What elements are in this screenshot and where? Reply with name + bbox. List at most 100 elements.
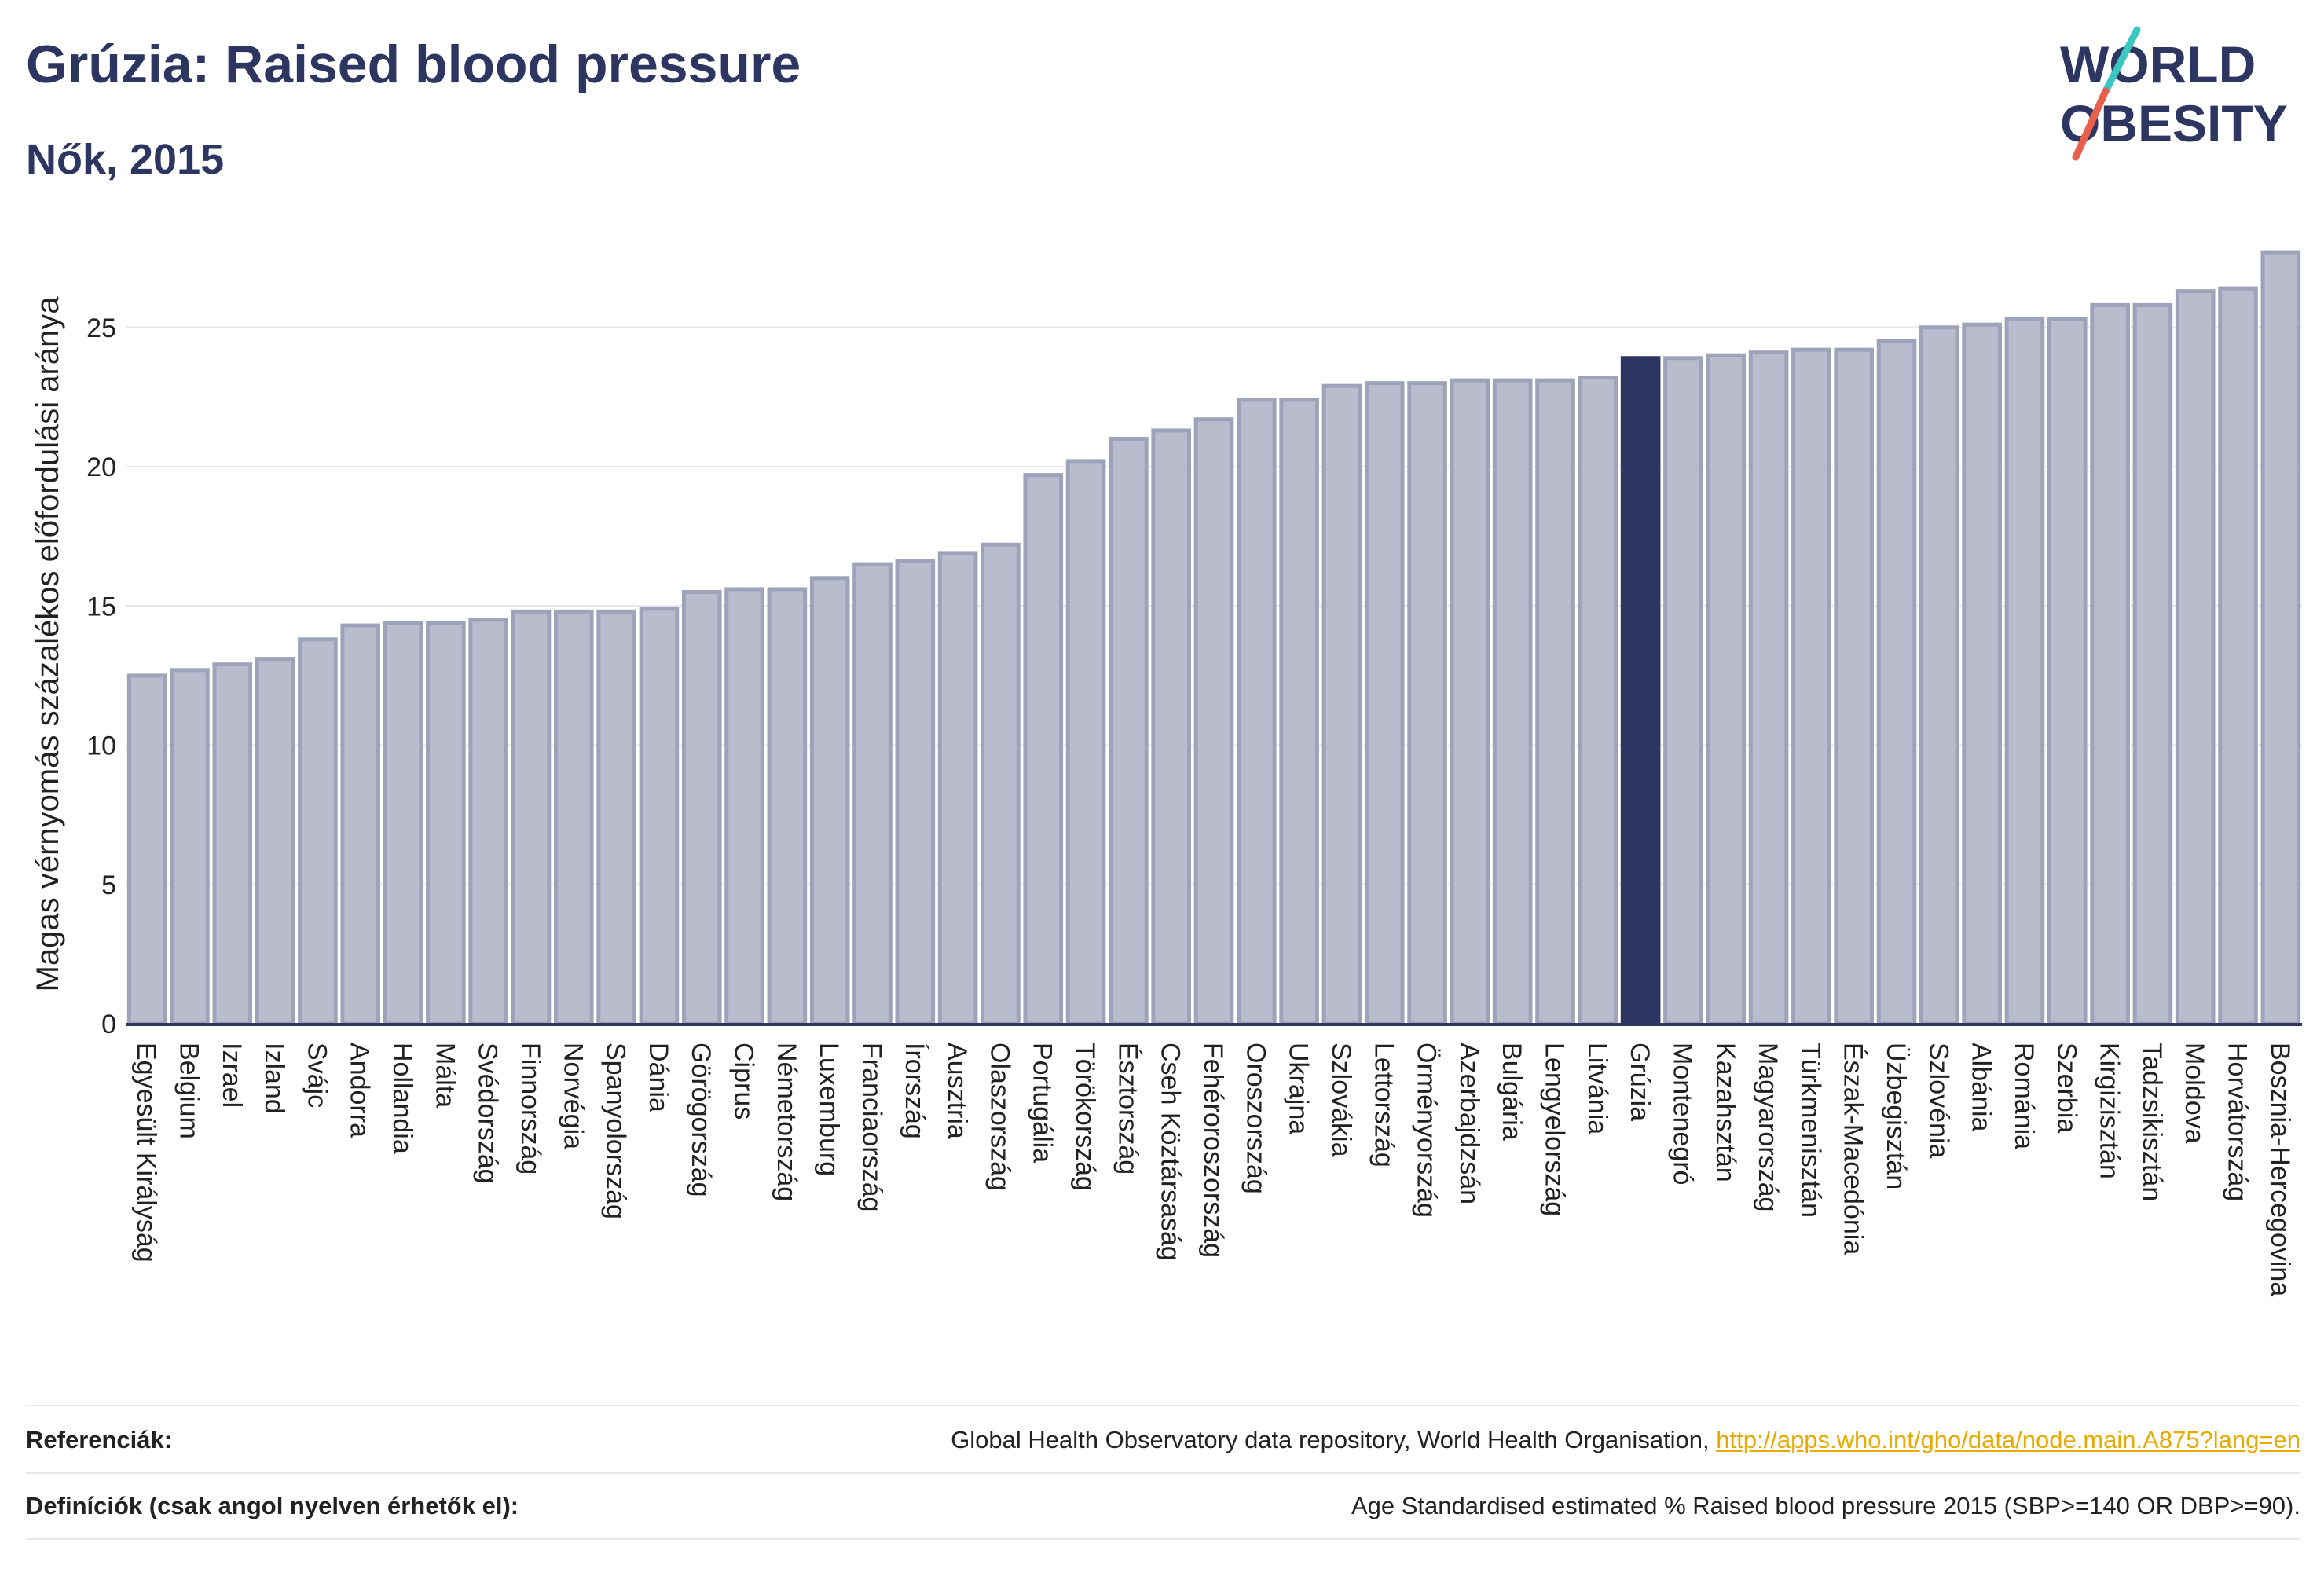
bar-bulgária[interactable]	[1492, 378, 1533, 1026]
bar-izrael[interactable]	[212, 662, 253, 1026]
x-tick-label: Törökország	[1070, 1043, 1100, 1191]
x-tick-label: Magyarország	[1753, 1043, 1783, 1211]
bar-horvátország[interactable]	[2218, 286, 2258, 1026]
bar-tadzsikisztán[interactable]	[2132, 302, 2173, 1026]
bar-izland[interactable]	[255, 657, 295, 1026]
bar-ukrajna[interactable]	[1279, 398, 1319, 1026]
references-value: Global Health Observatory data repositor…	[951, 1426, 2300, 1454]
x-tick-label: Kirgizisztán	[2095, 1043, 2124, 1179]
x-tick-label: Szerbia	[2051, 1043, 2081, 1133]
divider-top	[26, 1405, 2300, 1406]
x-tick-label: Norvégia	[558, 1043, 588, 1149]
bar-svédország[interactable]	[468, 618, 508, 1026]
bar-bosznia-hercegovina[interactable]	[2260, 250, 2301, 1026]
x-tick-label: Szlovénia	[1923, 1043, 1953, 1159]
bar-olaszország[interactable]	[981, 542, 1021, 1026]
bars	[126, 250, 2301, 1026]
x-tick-label: Lettország	[1369, 1043, 1398, 1167]
bar-németország[interactable]	[767, 587, 808, 1026]
x-tick-label: Moldova	[2179, 1043, 2209, 1144]
definitions-text: Age Standardised estimated % Raised bloo…	[1351, 1492, 2300, 1519]
bar-azerbajdzsán[interactable]	[1450, 378, 1490, 1026]
x-tick-label: Ausztria	[942, 1043, 972, 1139]
bar-örményország[interactable]	[1407, 381, 1447, 1026]
bar-albánia[interactable]	[1962, 322, 2002, 1026]
bar-litvánia[interactable]	[1578, 376, 1618, 1026]
bar-finnország[interactable]	[511, 609, 552, 1026]
bar-kazahsztán[interactable]	[1706, 353, 1747, 1026]
bar-oroszország[interactable]	[1237, 398, 1277, 1026]
logo-slash-coral-icon	[2072, 87, 2110, 161]
x-tick-label: Tadzsikisztán	[2137, 1043, 2167, 1201]
divider-bottom	[26, 1538, 2300, 1540]
y-axis-label: Magas vérnyomás százalékos előfordulási …	[31, 296, 65, 992]
logo-slash-teal-icon	[2102, 26, 2141, 95]
x-tick-label: Görögország	[686, 1043, 716, 1197]
x-tick-label: Izrael	[217, 1043, 247, 1108]
bar-észtország[interactable]	[1109, 437, 1149, 1026]
x-tick-label: Fehéroroszország	[1198, 1043, 1228, 1258]
x-tick-label: Andorra	[345, 1043, 375, 1138]
bar-luxemburg[interactable]	[809, 576, 850, 1026]
bar-szlovákia[interactable]	[1321, 383, 1362, 1026]
bar-lengyelország[interactable]	[1535, 378, 1575, 1026]
bar-türkmenisztán[interactable]	[1791, 347, 1831, 1026]
bar-kirgizisztán[interactable]	[2090, 302, 2130, 1026]
bar-svájc[interactable]	[298, 637, 338, 1026]
x-tick-label: Észtország	[1113, 1043, 1142, 1175]
bar-moldova[interactable]	[2175, 289, 2216, 1026]
bar-spanyolország[interactable]	[596, 609, 636, 1026]
x-tick-label: Észak-Macedónia	[1838, 1043, 1868, 1255]
bar-ciprus[interactable]	[724, 587, 764, 1026]
bar-szlovénia[interactable]	[1919, 325, 1959, 1026]
x-tick-label: Belgium	[174, 1043, 203, 1139]
bar-hollandia[interactable]	[383, 621, 423, 1026]
y-tick-label: 10	[86, 731, 116, 761]
bar-törökország[interactable]	[1065, 459, 1106, 1026]
bar-szerbia[interactable]	[2047, 317, 2088, 1026]
bar-írország[interactable]	[895, 559, 936, 1026]
y-tick-label: 0	[101, 1010, 116, 1039]
bar-franciaország[interactable]	[852, 562, 893, 1026]
x-tick-label: Albánia	[1967, 1043, 1996, 1132]
x-tick-label: Litvánia	[1582, 1043, 1612, 1134]
x-tick-label: Franciaország	[856, 1043, 886, 1211]
bar-fehéroroszország[interactable]	[1193, 417, 1234, 1026]
bar-montenegró[interactable]	[1663, 356, 1703, 1026]
x-tick-label: Türkmenisztán	[1795, 1043, 1825, 1218]
bar-észak-macedónia[interactable]	[1834, 347, 1875, 1026]
bar-portugália[interactable]	[1023, 473, 1064, 1026]
bar-görögország[interactable]	[681, 590, 722, 1026]
chart-subtitle: Nők, 2015	[26, 136, 225, 183]
references-text: Global Health Observatory data repositor…	[951, 1426, 1710, 1453]
bar-belgium[interactable]	[170, 668, 210, 1026]
bar-norvégia[interactable]	[553, 609, 594, 1026]
bar-andorra[interactable]	[340, 623, 381, 1026]
definitions-label: Definíciók (csak angol nyelven érhetők e…	[26, 1492, 519, 1519]
bar-ausztria[interactable]	[937, 551, 978, 1026]
references-label: Referenciák:	[26, 1426, 173, 1453]
bar-málta[interactable]	[426, 621, 466, 1026]
references-link[interactable]: http://apps.who.int/gho/data/node.main.A…	[1716, 1426, 2300, 1453]
x-tick-label: Románia	[2009, 1043, 2039, 1149]
x-tick-label: Málta	[430, 1043, 460, 1108]
world-obesity-logo: WORLD OBESITY	[2060, 26, 2288, 161]
x-tick-label: Portugália	[1028, 1043, 1058, 1163]
x-tick-label: Bulgária	[1497, 1043, 1527, 1141]
y-tick-label: 20	[86, 453, 116, 482]
bar-grúzia[interactable]	[1620, 356, 1661, 1026]
y-tick-label: 5	[101, 870, 116, 900]
bar-dánia[interactable]	[639, 607, 680, 1026]
y-tick-label: 25	[86, 313, 116, 343]
bar-románia[interactable]	[2004, 317, 2045, 1026]
y-tick-label: 15	[86, 592, 116, 621]
x-tick-label: Olaszország	[984, 1043, 1014, 1191]
x-tick-label: Svájc	[302, 1043, 332, 1108]
bar-egyesült-királyság[interactable]	[126, 673, 167, 1026]
bar-cseh-köztársaság[interactable]	[1151, 428, 1191, 1026]
x-tick-label: Bosznia-Hercegovina	[2265, 1043, 2295, 1296]
bar-üzbegisztán[interactable]	[1876, 339, 1917, 1026]
bar-lettország[interactable]	[1364, 381, 1405, 1026]
x-tick-label: Oroszország	[1241, 1043, 1270, 1194]
bar-magyarország[interactable]	[1748, 350, 1789, 1026]
